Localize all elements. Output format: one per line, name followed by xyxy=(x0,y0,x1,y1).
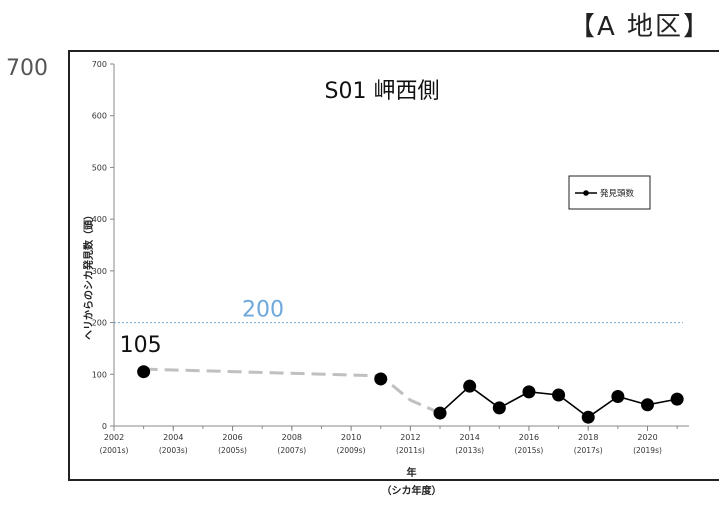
gap-dashed-line xyxy=(143,367,441,415)
data-point xyxy=(463,379,477,393)
data-point xyxy=(552,388,566,402)
x-tick-label: 2002 xyxy=(104,433,124,442)
y-tick-label: 100 xyxy=(92,370,107,379)
x-tick-sublabel: (2011s) xyxy=(396,446,425,455)
x-tick-sublabel: (2015s) xyxy=(515,446,544,455)
x-axis-subtitle: （シカ年度） xyxy=(382,484,442,497)
data-point xyxy=(670,392,684,406)
region-label: 【A 地区】 xyxy=(568,12,711,42)
data-point xyxy=(641,398,655,412)
x-tick-label: 2006 xyxy=(222,433,242,442)
x-tick-sublabel: (2007s) xyxy=(277,446,306,455)
x-tick-sublabel: (2013s) xyxy=(455,446,484,455)
y-tick-label: 0 xyxy=(102,422,107,431)
x-tick-label: 2012 xyxy=(400,433,420,442)
data-point xyxy=(581,410,595,424)
chart-title: S01 岬西側 xyxy=(325,79,440,104)
data-point xyxy=(522,385,536,399)
x-tick-sublabel: (2001s) xyxy=(100,446,129,455)
x-tick-label: 2014 xyxy=(459,433,479,442)
y-tick-label: 600 xyxy=(92,112,107,121)
y-tick-label: 200 xyxy=(92,319,107,328)
data-annotation: 105 xyxy=(120,333,162,358)
data-point xyxy=(492,401,506,415)
outer-y-max-label: 700 xyxy=(6,56,48,81)
data-point xyxy=(433,406,447,420)
x-tick-label: 2020 xyxy=(637,433,657,442)
x-tick-sublabel: (2019s) xyxy=(633,446,662,455)
reference-line-label: 200 xyxy=(242,298,284,323)
y-tick-label: 400 xyxy=(92,215,107,224)
x-tick-label: 2018 xyxy=(578,433,598,442)
data-point xyxy=(374,372,388,386)
x-tick-label: 2004 xyxy=(163,433,183,442)
y-tick-label: 500 xyxy=(92,163,107,172)
chart-frame xyxy=(68,50,719,481)
x-tick-sublabel: (2005s) xyxy=(218,446,247,455)
x-axis-title: 年 xyxy=(407,466,417,479)
x-tick-label: 2010 xyxy=(341,433,361,442)
legend-label: 発見頭数 xyxy=(600,188,635,199)
x-tick-sublabel: (2009s) xyxy=(337,446,366,455)
data-point xyxy=(611,390,625,404)
legend-marker xyxy=(583,190,589,196)
x-tick-sublabel: (2017s) xyxy=(574,446,603,455)
x-tick-sublabel: (2003s) xyxy=(159,446,188,455)
y-tick-label: 300 xyxy=(92,267,107,276)
data-point xyxy=(137,365,151,379)
x-tick-label: 2016 xyxy=(519,433,539,442)
x-tick-label: 2008 xyxy=(282,433,302,442)
y-tick-label: 700 xyxy=(92,60,107,69)
y-axis-title: ヘリからのシカ発見数（頭） xyxy=(82,210,95,340)
